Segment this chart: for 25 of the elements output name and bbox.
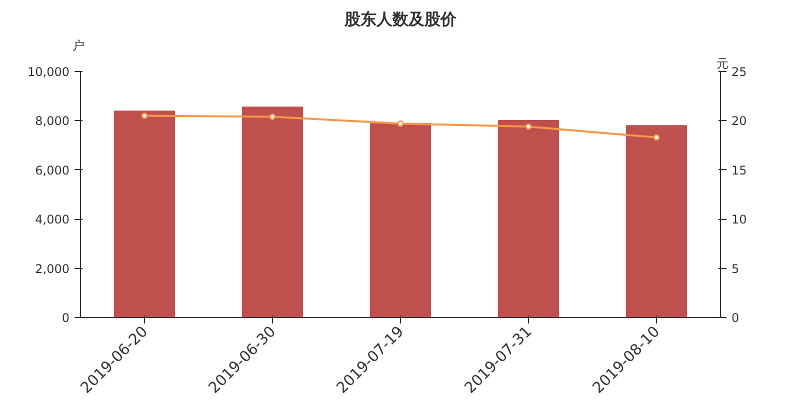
- point: [397, 120, 404, 127]
- y-axis-title: 户: [72, 38, 84, 52]
- y2-tick-label: 20: [732, 114, 747, 128]
- y-tick-label: 4,000: [35, 212, 70, 227]
- bar: [498, 120, 560, 318]
- y2-tick-label: 25: [732, 65, 747, 79]
- point: [653, 134, 660, 141]
- y2-tick-label: 15: [732, 163, 747, 178]
- y2-tick-label: 5: [732, 262, 740, 276]
- point: [525, 123, 532, 130]
- bar: [242, 106, 304, 318]
- bar: [626, 125, 688, 318]
- bar: [370, 123, 432, 318]
- point: [141, 112, 148, 120]
- y2-tick-label: 10: [732, 212, 747, 227]
- y-tick-label: 10,000: [28, 65, 70, 79]
- point: [269, 114, 276, 120]
- y-tick-label: 6,000: [35, 163, 70, 178]
- bar: [114, 110, 176, 318]
- y2-tick-label: 0: [732, 311, 740, 325]
- y-tick-label: 8,000: [35, 114, 70, 128]
- y2-axis-title: 元: [716, 56, 728, 70]
- y-tick-label: 2,000: [35, 262, 70, 276]
- y-tick-label: 0: [62, 311, 70, 325]
- chart-title: 股东人数及股价: [344, 10, 458, 28]
